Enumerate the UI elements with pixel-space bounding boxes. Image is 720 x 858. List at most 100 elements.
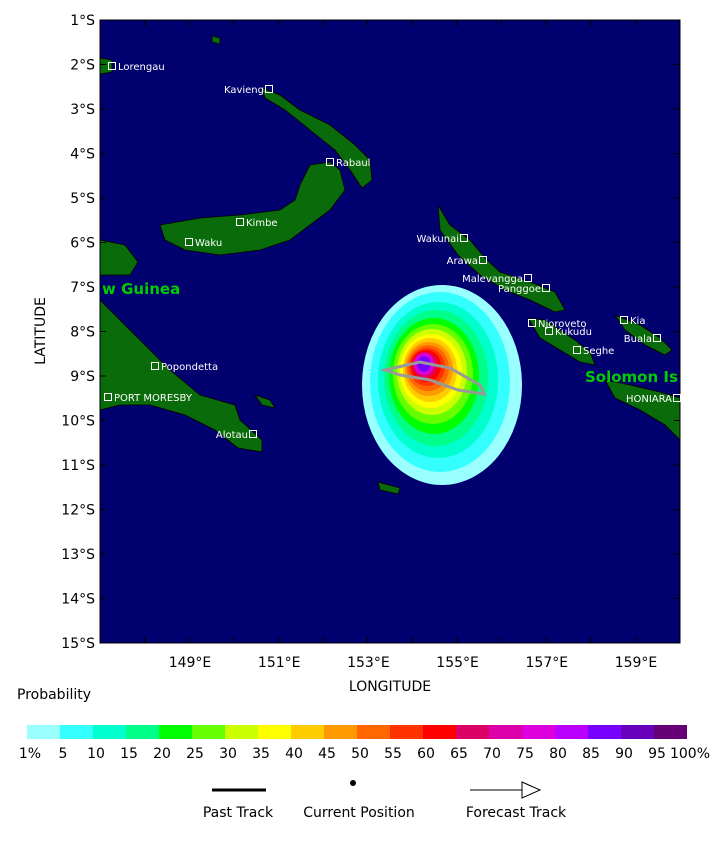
colorbar-segment — [27, 725, 60, 739]
legend: Past Track Current Position Forecast Tra… — [203, 780, 567, 821]
lat-label: 4°S — [70, 147, 95, 163]
lat-label: 6°S — [70, 236, 95, 252]
colorbar-segment — [258, 725, 291, 739]
colorbar-segment — [555, 725, 588, 739]
colorbar-label: 70 — [483, 746, 501, 762]
colorbar-segment — [60, 725, 93, 739]
lat-label: 5°S — [70, 191, 95, 207]
colorbar-label: 25 — [186, 746, 204, 762]
place-label: Buala — [624, 334, 652, 345]
colorbar-label: 45 — [318, 746, 336, 762]
lat-label: 14°S — [61, 592, 95, 608]
place-label: Njoroveto — [538, 319, 587, 330]
colorbar-segment — [390, 725, 423, 739]
lon-label: 149°E — [169, 655, 212, 671]
place-marker — [524, 274, 532, 282]
place-label: Malevangga — [462, 274, 523, 285]
lat-label: 10°S — [61, 414, 95, 430]
colorbar-segment — [489, 725, 522, 739]
colorbar-title: Probability — [17, 687, 91, 703]
colorbar-label: 60 — [417, 746, 435, 762]
lon-label: 155°E — [436, 655, 479, 671]
y-axis-title: LATITUDE — [33, 297, 49, 365]
colorbar-label: 20 — [153, 746, 171, 762]
lat-label: 2°S — [70, 58, 95, 74]
lon-label: 157°E — [526, 655, 569, 671]
place-label: Kimbe — [246, 218, 278, 229]
place-marker — [151, 362, 159, 370]
place-label: Kukudu — [555, 327, 592, 338]
lat-label: 13°S — [61, 547, 95, 563]
colorbar-segment — [621, 725, 654, 739]
place-marker — [573, 346, 581, 354]
colorbar-label: 5 — [59, 746, 68, 762]
colorbar-segment — [93, 725, 126, 739]
colorbar-label: 75 — [516, 746, 534, 762]
colorbar-segment — [126, 725, 159, 739]
lon-label: 159°E — [615, 655, 658, 671]
place-labels: Lorengau Kavieng Rabaul Kimbe Waku Wakunai Ara… — [104, 62, 681, 441]
place-label: Waku — [195, 238, 222, 249]
colorbar-segment — [423, 725, 456, 739]
lon-label: 151°E — [258, 655, 301, 671]
lat-label: 12°S — [61, 503, 95, 519]
place-marker — [620, 316, 628, 324]
place-marker — [249, 430, 257, 438]
place-label: Rabaul — [336, 158, 370, 169]
colorbar-label: 90 — [615, 746, 633, 762]
place-marker — [460, 234, 468, 242]
place-marker — [653, 334, 661, 342]
place-label: Lorengau — [118, 62, 165, 73]
place-marker — [528, 319, 536, 327]
colorbar-segment — [654, 725, 687, 739]
region-label: w Guinea — [102, 280, 180, 298]
colorbar-label: 10 — [87, 746, 105, 762]
place-marker — [542, 284, 550, 292]
lat-label: 11°S — [61, 458, 95, 474]
legend-label: Forecast Track — [466, 805, 567, 821]
colorbar-segment — [324, 725, 357, 739]
axis-ticks: 1°S 2°S 3°S 4°S 5°S 6°S 7°S 8°S 9°S 10°S 11°S 12°S 1… — [61, 13, 681, 671]
place-label: Panggoe — [498, 284, 541, 295]
colorbar-label: 15 — [120, 746, 138, 762]
colorbar-label: 30 — [219, 746, 237, 762]
place-label: HONIARA — [626, 394, 672, 405]
lat-label: 1°S — [70, 13, 95, 29]
place-label: Kavieng — [224, 85, 264, 96]
legend-label: Past Track — [203, 805, 274, 821]
colorbar-label: 95 — [648, 746, 666, 762]
place-marker — [326, 158, 334, 166]
lat-label: 9°S — [70, 369, 95, 385]
colorbar-segment — [159, 725, 192, 739]
place-label: PORT MORESBY — [114, 393, 193, 404]
place-marker — [185, 238, 193, 246]
place-marker — [545, 327, 553, 335]
x-axis-title: LONGITUDE — [349, 679, 431, 695]
lat-label: 15°S — [61, 636, 95, 652]
place-marker — [236, 218, 244, 226]
colorbar-segment — [522, 725, 555, 739]
place-label: Popondetta — [161, 362, 218, 373]
colorbar-label: 100% — [670, 746, 710, 762]
place-label: Arawa — [447, 256, 478, 267]
colorbar-segment — [357, 725, 390, 739]
place-marker — [104, 393, 112, 401]
colorbar: 1% 5 10 15 20 25 30 35 40 45 50 55 60 65 70 75 80 85 90 95 1… — [19, 725, 710, 762]
current-position-symbol — [350, 780, 356, 786]
colorbar-label: 50 — [351, 746, 369, 762]
colorbar-segment — [225, 725, 258, 739]
place-label: Kia — [630, 316, 645, 327]
lat-label: 7°S — [70, 280, 95, 296]
colorbar-label: 80 — [549, 746, 567, 762]
lon-label: 153°E — [347, 655, 390, 671]
map-area — [100, 20, 680, 643]
place-label: Alotau — [216, 430, 248, 441]
place-marker — [673, 394, 681, 402]
place-label: Seghe — [583, 346, 614, 357]
colorbar-label: 55 — [384, 746, 402, 762]
colorbar-label: 1% — [19, 746, 41, 762]
region-label: Solomon Is — [585, 368, 678, 386]
colorbar-segment — [456, 725, 489, 739]
place-marker — [479, 256, 487, 264]
